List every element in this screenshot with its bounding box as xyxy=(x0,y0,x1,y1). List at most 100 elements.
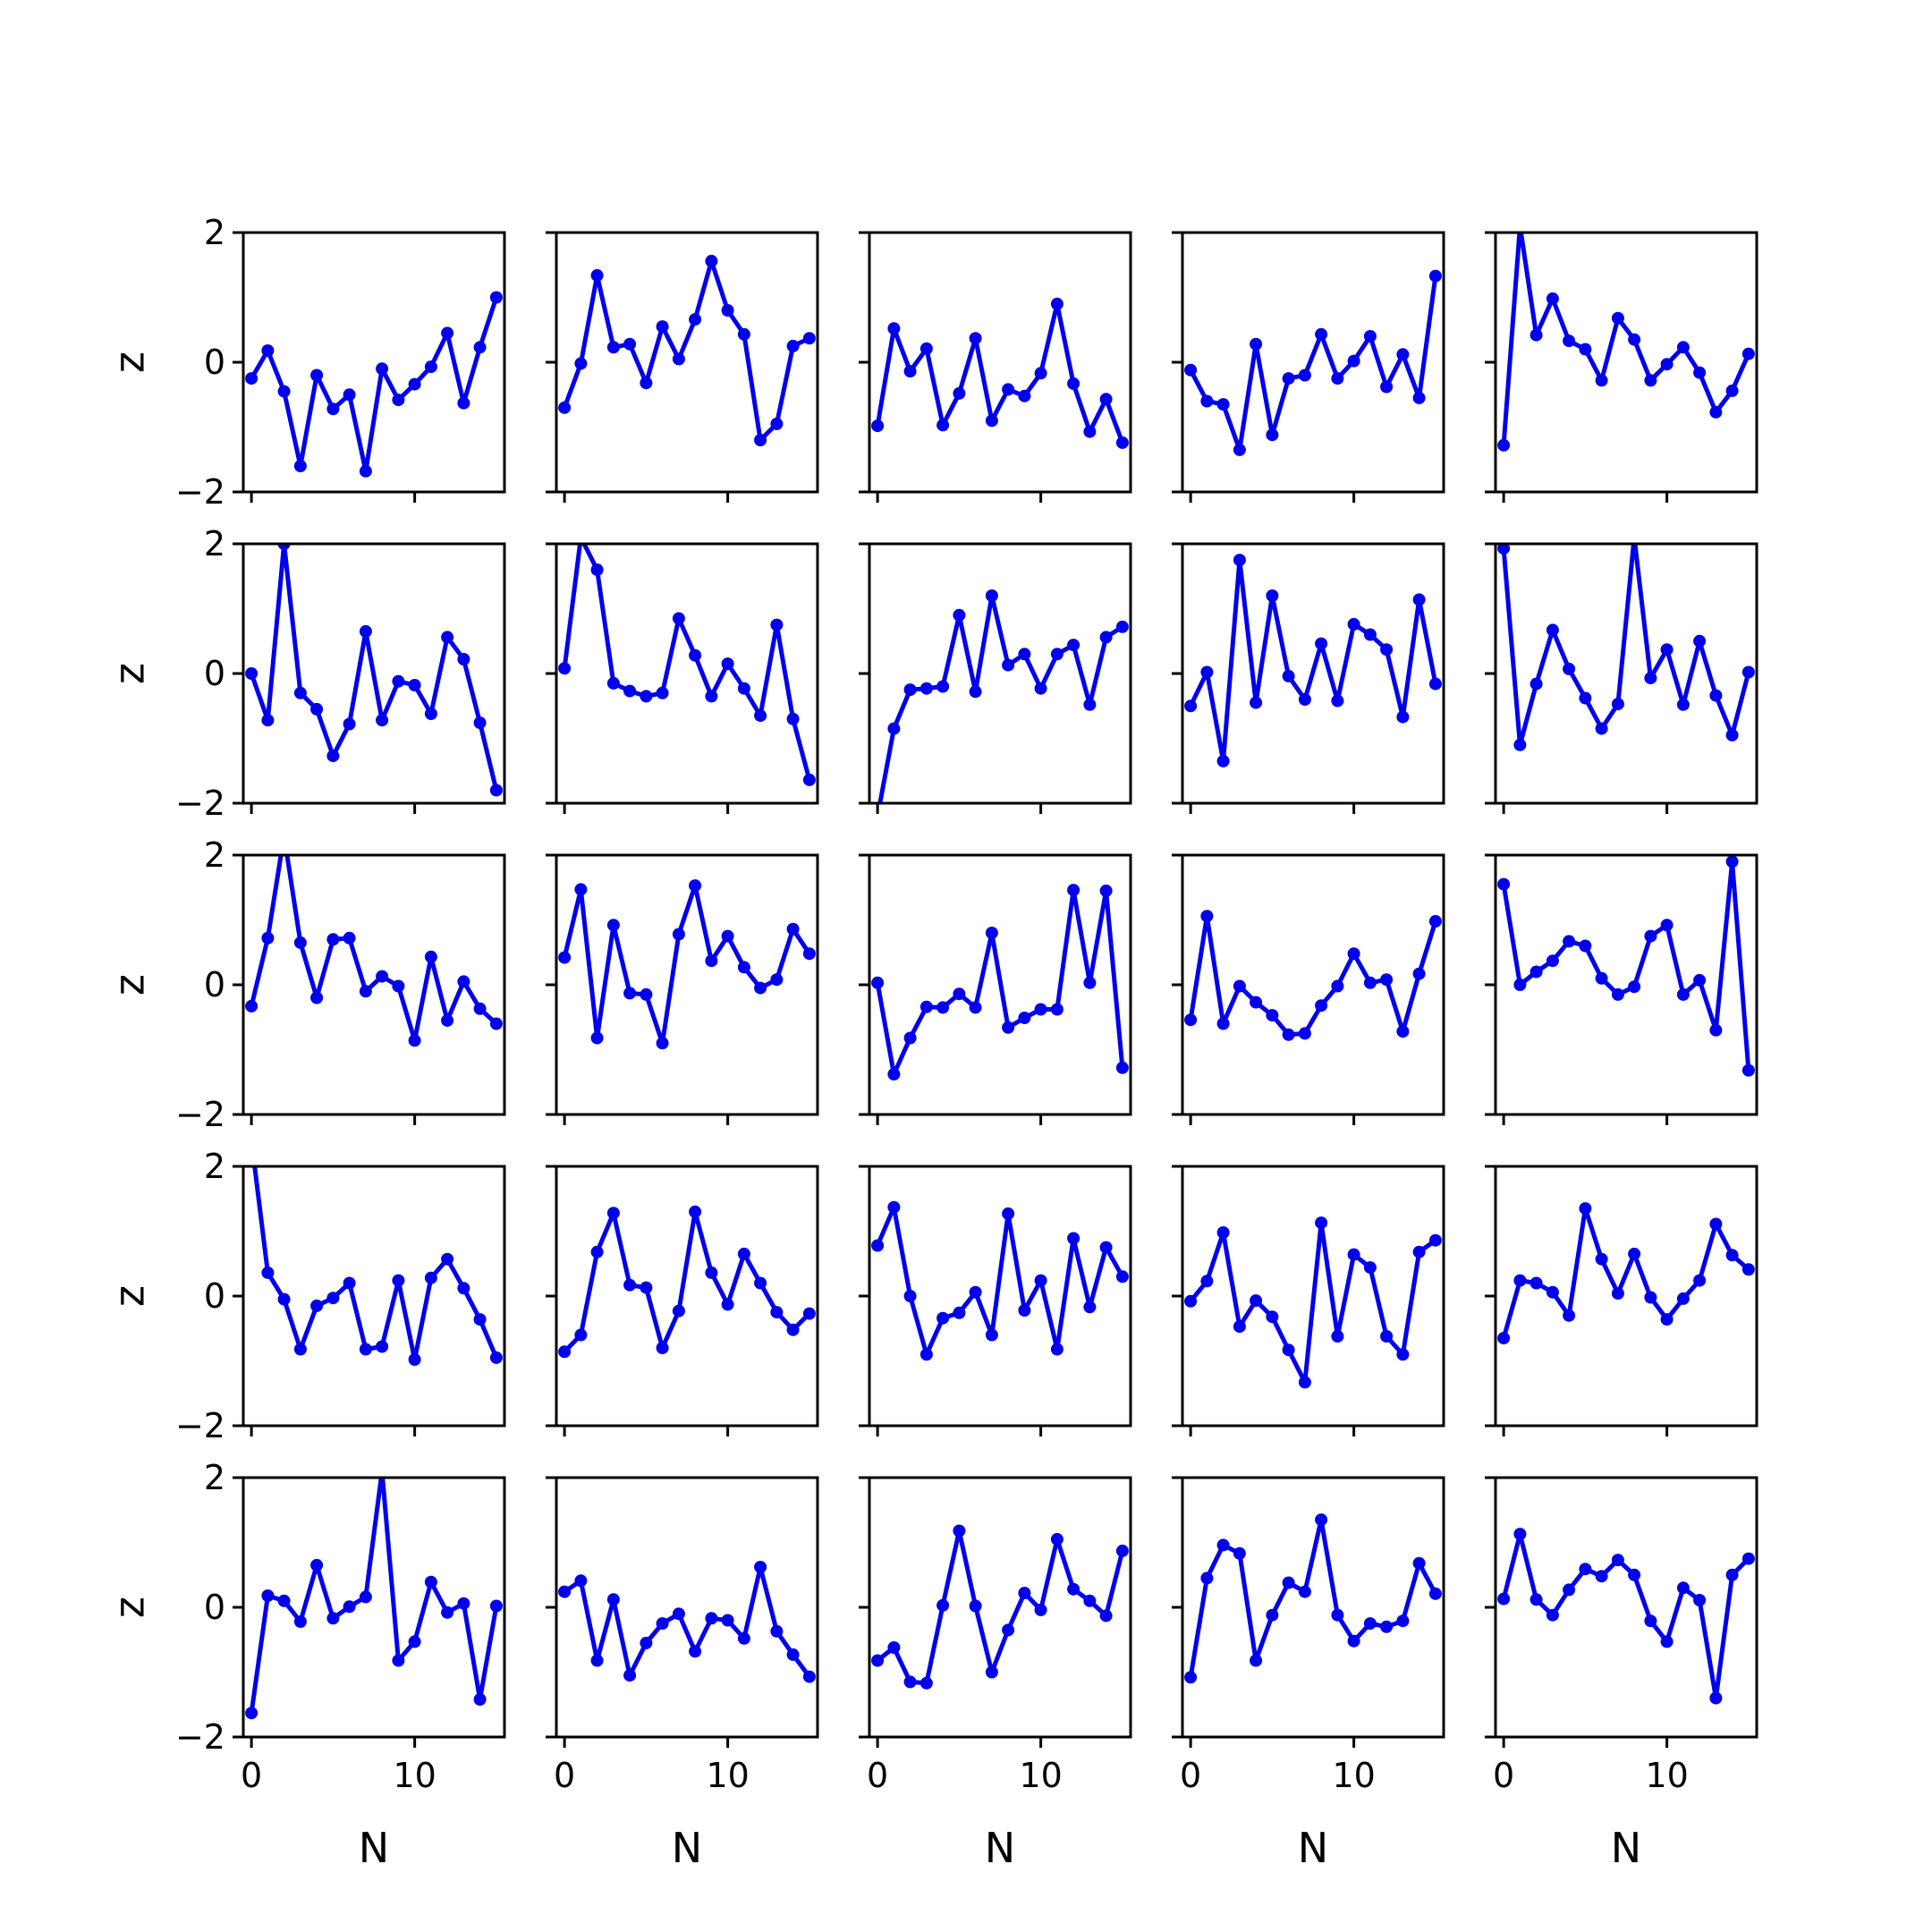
data-point xyxy=(1693,973,1707,987)
data-point xyxy=(1050,297,1063,310)
panel-2-1: −2 0 2 z xyxy=(106,524,506,823)
series-line xyxy=(875,887,1125,1077)
data-point xyxy=(1050,648,1063,661)
data-point xyxy=(1693,1274,1707,1287)
y-tick-label: −2 xyxy=(175,1095,225,1134)
y-tick-label: −2 xyxy=(175,1406,225,1445)
data-point xyxy=(606,676,620,690)
data-point xyxy=(1396,348,1410,361)
panel-2-5 xyxy=(1485,542,1758,814)
series-group xyxy=(1497,1202,1755,1345)
data-point xyxy=(1200,394,1214,408)
data-point xyxy=(1115,620,1129,633)
data-point xyxy=(1233,1320,1246,1334)
data-point xyxy=(1331,1330,1344,1343)
data-point xyxy=(310,991,324,1004)
y-tick-label: 2 xyxy=(204,835,225,875)
data-point xyxy=(1396,1025,1410,1038)
panel-5-1: −2 0 2 0 10 z N xyxy=(106,1458,506,1872)
series-line xyxy=(1501,544,1751,748)
y-tick-label: −2 xyxy=(175,784,225,823)
data-point xyxy=(1347,1634,1360,1648)
data-point xyxy=(721,1298,734,1311)
series-group xyxy=(245,855,503,1047)
data-point xyxy=(1380,643,1394,657)
data-point xyxy=(1660,1635,1674,1648)
data-point xyxy=(1282,1343,1295,1357)
data-point xyxy=(919,342,933,355)
data-point xyxy=(457,975,470,988)
data-point xyxy=(1595,374,1608,387)
data-point xyxy=(903,365,917,378)
data-point xyxy=(936,1001,950,1014)
data-point xyxy=(919,682,933,695)
data-point xyxy=(1200,1572,1214,1585)
data-point xyxy=(887,1068,901,1080)
data-point xyxy=(1644,929,1657,943)
series-line xyxy=(563,1209,811,1354)
data-point xyxy=(985,589,998,602)
y-axis-label: z xyxy=(106,974,154,996)
x-tick-label: 0 xyxy=(1493,1756,1514,1795)
data-point xyxy=(1298,369,1311,382)
data-point xyxy=(1002,1623,1015,1637)
data-point xyxy=(1233,554,1246,567)
data-point xyxy=(1676,698,1690,711)
data-point xyxy=(737,1247,750,1260)
x-tick-label: 0 xyxy=(241,1756,262,1795)
x-axis-label: N xyxy=(1298,1824,1328,1872)
series-line xyxy=(1501,859,1751,1071)
data-point xyxy=(245,372,258,386)
data-point xyxy=(953,386,966,400)
data-point xyxy=(1002,1021,1015,1034)
panel-2-3 xyxy=(859,542,1132,814)
data-point xyxy=(1002,383,1015,396)
data-point xyxy=(1115,1270,1129,1284)
data-point xyxy=(705,1612,718,1625)
data-point xyxy=(489,784,503,797)
y-axis-label: z xyxy=(106,663,154,684)
data-point xyxy=(1563,935,1576,948)
data-point xyxy=(1644,1291,1657,1304)
data-point xyxy=(1396,1348,1410,1361)
data-point xyxy=(623,684,637,698)
data-point xyxy=(326,933,340,946)
panel-5-5: 0 10N xyxy=(1485,1476,1758,1872)
data-point xyxy=(1067,884,1080,897)
data-point xyxy=(1018,648,1031,661)
data-point xyxy=(705,954,718,968)
data-point xyxy=(656,686,669,699)
data-point xyxy=(1363,976,1377,989)
data-point xyxy=(1530,965,1543,979)
data-point xyxy=(1660,919,1674,932)
series-group xyxy=(1497,1528,1755,1705)
data-point xyxy=(1184,1671,1198,1684)
series-group xyxy=(1184,910,1442,1041)
panel-3-3 xyxy=(859,853,1132,1125)
data-point xyxy=(770,417,784,430)
series-line xyxy=(1501,1206,1750,1339)
data-point xyxy=(489,291,503,304)
data-point xyxy=(489,1351,503,1364)
data-point xyxy=(606,919,620,932)
data-point xyxy=(1428,677,1442,691)
panel-3-4 xyxy=(1172,853,1445,1125)
data-point xyxy=(1644,374,1657,387)
data-point xyxy=(1595,971,1608,985)
data-point xyxy=(1709,1023,1723,1037)
data-point xyxy=(245,667,258,680)
data-point xyxy=(1200,1275,1214,1288)
series-group xyxy=(871,297,1129,449)
data-point xyxy=(1331,372,1344,386)
data-point xyxy=(953,1524,966,1538)
data-point xyxy=(623,987,637,1000)
data-point xyxy=(672,1607,685,1621)
data-point xyxy=(1034,367,1047,380)
data-point xyxy=(1497,438,1511,452)
data-point xyxy=(1266,589,1279,602)
data-point xyxy=(1282,669,1295,682)
series-group xyxy=(1497,233,1755,452)
data-point xyxy=(1611,987,1624,1001)
data-point xyxy=(424,360,437,374)
data-point xyxy=(640,1636,653,1649)
